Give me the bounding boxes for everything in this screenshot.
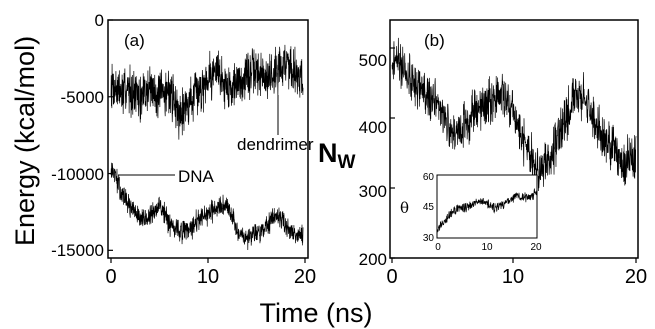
inset-ytick-label: 45: [423, 202, 435, 213]
panel-b-ytick-label: 500: [359, 51, 387, 70]
inset-xtick-label: 10: [481, 242, 493, 253]
panel-a-plot-area: [108, 19, 306, 263]
inset-plot-area: [436, 188, 538, 234]
dendrimer-line: [110, 44, 304, 140]
dna-line: [110, 162, 304, 251]
inset-ylabel: θ: [400, 199, 409, 217]
inset-ytick-label: 60: [423, 172, 435, 183]
panel-b: (b) 200 300 400 500 0 10 20 NW 60 45 30 …: [318, 19, 647, 288]
panel-b-x-axis: 0 10 20: [386, 266, 647, 288]
panel-a-xtick-label: 20: [294, 266, 316, 288]
nw-line: [391, 37, 637, 196]
panel-b-plot-area: [390, 37, 637, 263]
panel-b-ytick-label: 400: [359, 118, 387, 137]
panel-a-ytick-label: -15000: [51, 241, 104, 260]
inset-xtick-label: 20: [530, 242, 542, 253]
inset-xtick-label: 0: [435, 242, 441, 253]
panel-b-xtick-label: 10: [502, 266, 524, 288]
inset-frame: [436, 174, 538, 239]
inset-ytick-label: 30: [423, 233, 435, 244]
dna-annotation: DNA: [178, 167, 215, 186]
panel-b-xtick-label: 0: [386, 266, 397, 288]
panel-b-tag: (b): [424, 31, 445, 50]
panel-a-ytick-label: -5000: [61, 88, 104, 107]
panel-b-ylabel: NW: [318, 138, 356, 173]
panel-b-ytick-label: 200: [359, 250, 387, 269]
theta-line: [436, 188, 538, 234]
panel-a-xtick-label: 0: [105, 266, 116, 288]
panel-b-ylabel-sub: W: [338, 152, 356, 173]
panel-b-ylabel-main: N: [318, 138, 338, 168]
panel-a-ytick-label: 0: [95, 11, 104, 30]
panel-a-ylabel: Energy (kcal/mol): [10, 36, 40, 246]
panel-a-ytick-label: -10000: [51, 165, 104, 184]
panel-b-y-axis: 200 300 400 500: [359, 51, 387, 269]
dendrimer-annotation: dendrimer: [237, 135, 314, 154]
panel-a-xtick-label: 10: [197, 266, 219, 288]
panel-a-x-axis: 0 10 20: [105, 266, 316, 288]
panel-b-xtick-label: 20: [625, 266, 647, 288]
panel-a-tag: (a): [124, 31, 145, 50]
inset: 60 45 30 0 10 20 θ: [400, 172, 542, 253]
x-axis-label: Time (ns): [260, 298, 373, 328]
panel-b-frame: [389, 19, 639, 259]
panel-b-ytick-label: 300: [359, 182, 387, 201]
panel-a-y-axis: 0 -5000 -10000 -15000: [51, 11, 104, 260]
panel-a: (a) 0 -5000 -10000 -15000 0 10 20 dendri…: [10, 11, 316, 288]
